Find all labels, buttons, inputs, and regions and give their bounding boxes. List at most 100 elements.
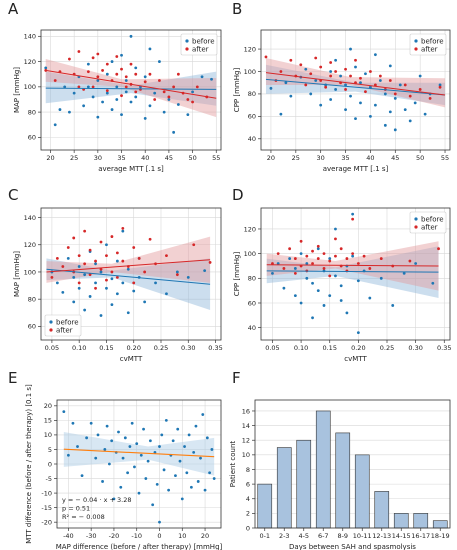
scatter-point-after [66,246,70,249]
legend-marker-before [414,217,418,221]
scatter-point-before [53,123,57,127]
y-axis-label: CPP [mmHg] [233,252,241,297]
scatter-point-after [393,92,397,96]
scatter-point [146,459,150,463]
scatter-point-before [438,83,442,87]
scatter-point-before [293,294,297,297]
scatter-point-before [351,254,355,258]
y-tick-label: -10 [41,489,52,497]
plot-frame [40,207,222,341]
y-tick-label: -20 [41,518,52,526]
x-tick-label: 20 [267,154,275,162]
scatter-point-before [334,274,337,278]
x-tick-label: 2-3 [279,532,290,540]
scatter-point-before [414,262,418,265]
scatter-point-before [403,108,407,112]
scatter-point [144,477,148,480]
x-axis-label: MAP difference (before / after therapy) … [56,543,223,550]
scatter-point-after [115,251,119,255]
regression-annotation: p = 0.51 [62,505,90,513]
scatter-point-after [44,69,48,72]
panel-letter: F [232,369,241,387]
scatter-point-before [339,284,343,288]
x-tick-label: 0.25 [380,344,394,352]
scatter-point [128,445,132,448]
plot-frame [56,399,222,529]
scatter-point-before [58,108,62,111]
scatter-point-after [299,63,303,67]
scatter-point-before [408,119,412,123]
bar-0-1 [257,483,273,529]
scatter-point-before [329,98,333,101]
scatter-point-before [186,113,190,117]
y-tick-label: 6 [246,480,250,488]
scatter-point-after [99,267,103,271]
y-tick-label: 60 [28,134,36,142]
scatter-point-before [304,67,308,71]
legend-label-before: before [56,319,79,327]
scatter-point-before [431,281,435,285]
scatter-point-before [91,95,95,99]
scatter-point-before [322,304,326,307]
scatter-point-before [96,115,100,119]
regression-line-before [46,268,211,285]
scatter-point-after [334,254,337,258]
scatter-point-after [192,243,196,247]
scatter-point [80,474,84,478]
x-tick-label: 55 [212,154,220,162]
scatter-point-before [203,269,207,272]
scatter-point-before [72,276,76,279]
scatter-point-before [293,267,297,270]
scatter-point-before [373,53,377,57]
scatter-point-before [72,91,76,95]
scatter-point-before [345,311,349,315]
scatter-point-after [191,100,194,104]
scatter-point-after [354,58,357,62]
plot-frame [260,207,451,341]
scatter-point-before [319,103,323,107]
scatter-point-before [379,276,383,280]
scatter-point-before [314,79,318,82]
scatter-point-before [191,90,194,94]
scatter-point [178,459,182,463]
x-tick-label: 50 [416,154,424,162]
scatter-point-after [309,72,313,76]
scatter-point-after [388,79,392,82]
scatter-point-before [124,90,128,94]
y-axis-label: CPP [mmHg] [233,68,241,113]
scatter-point [183,445,186,448]
scatter-point-after [101,69,104,72]
legend-label-after: after [56,327,73,335]
scatter-point-after [344,67,347,71]
scatter-point-after [99,240,103,244]
scatter-point [85,436,89,440]
legend-marker-after [185,47,189,51]
scatter-point [185,471,189,475]
ci-band-before [266,246,439,299]
y-tick-label: 0 [48,460,52,468]
x-tick-label: 30 [317,154,325,162]
x-tick-label: -20 [109,532,120,540]
y-tick-label: 12 [242,437,250,445]
scatter-point-after [137,256,141,260]
scatter-point [121,456,125,460]
scatter-point [155,482,159,486]
scatter-point [160,433,164,437]
scatter-point-after [316,244,320,248]
scatter-point-before [162,110,166,114]
scatter-point-after [428,97,432,100]
scatter-point-before [105,243,108,247]
x-tick-label: 0.35 [208,344,222,352]
scatter-point-before [413,101,417,105]
x-tick-label: 0.25 [154,344,168,352]
y-tick-label: 120 [244,225,256,233]
scatter-point-before [61,290,65,294]
scatter-point-after [418,88,422,91]
scatter-point-before [143,117,147,120]
regression-annotation: y = − 0.04 · x + 3.28 [62,496,132,504]
plot-frame [254,399,451,529]
scatter-point-after [322,252,326,256]
scatter-point-after [345,257,349,260]
scatter-point-before [110,303,114,307]
